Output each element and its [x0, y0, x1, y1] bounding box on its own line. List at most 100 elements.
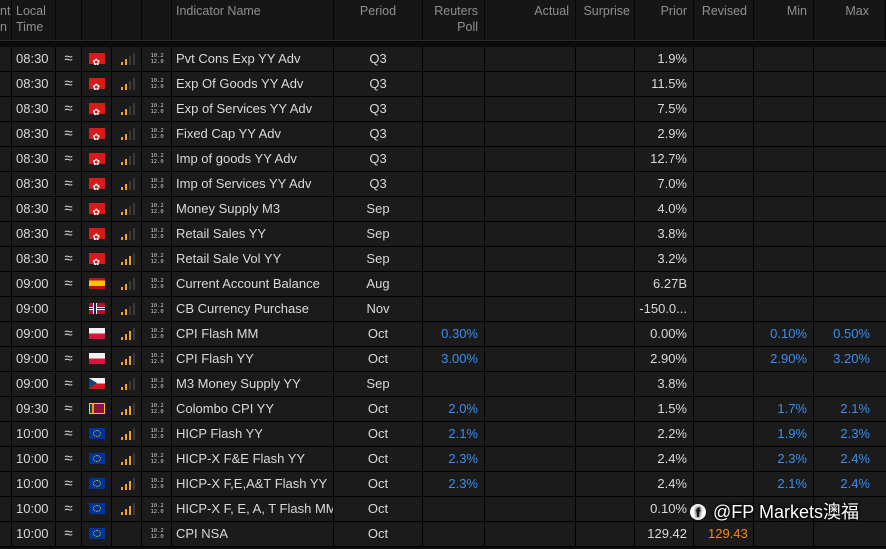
history-cell[interactable]: 10.2 12.0 — [142, 297, 172, 321]
table-row[interactable]: 09:00 ≈10.2 12.0 CPI Flash MM Oct 0.30% 0.00% 0… — [0, 322, 886, 347]
history-cell[interactable]: 10.2 12.0 — [142, 397, 172, 421]
alert-wave-icon[interactable]: ≈ — [56, 247, 82, 271]
history-chart-icon[interactable]: 10.2 12.0 — [150, 302, 164, 315]
column-header-max[interactable]: Max — [814, 0, 886, 40]
alert-wave-icon[interactable]: ≈ — [56, 397, 82, 421]
indicator-name[interactable]: Pvt Cons Exp YY Adv — [172, 47, 334, 71]
alert-wave-icon[interactable]: ≈ — [56, 172, 82, 196]
history-chart-icon[interactable]: 10.2 12.0 — [150, 177, 164, 190]
table-row[interactable]: 09:00 ≈10.2 12.0 M3 Money Supply YY Sep 3.8% — [0, 372, 886, 397]
history-chart-icon[interactable]: 10.2 12.0 — [150, 77, 164, 90]
indicator-name[interactable]: Fixed Cap YY Adv — [172, 122, 334, 146]
indicator-name[interactable]: Retail Sale Vol YY — [172, 247, 334, 271]
alert-wave-icon[interactable]: ≈ — [56, 222, 82, 246]
history-chart-icon[interactable]: 10.2 12.0 — [150, 227, 164, 240]
column-header-period[interactable]: Period — [334, 0, 423, 40]
history-chart-icon[interactable]: 10.2 12.0 — [150, 52, 164, 65]
history-chart-icon[interactable]: 10.2 12.0 — [150, 277, 164, 290]
alert-wave-icon[interactable]: ≈ — [56, 522, 82, 546]
history-chart-icon[interactable]: 10.2 12.0 — [150, 527, 164, 540]
table-row[interactable]: 09:00 ≈10.2 12.0 CPI Flash YY Oct 3.00% 2.90% 2… — [0, 347, 886, 372]
column-header-min[interactable]: Min — [754, 0, 814, 40]
alert-wave-icon[interactable]: ≈ — [56, 147, 82, 171]
column-header-blank-2[interactable] — [82, 0, 112, 40]
alert-wave-icon[interactable]: ≈ — [56, 372, 82, 396]
alert-wave-icon[interactable]: ≈ — [56, 72, 82, 96]
history-chart-icon[interactable]: 10.2 12.0 — [150, 102, 164, 115]
history-chart-icon[interactable]: 10.2 12.0 — [150, 327, 164, 340]
history-cell[interactable]: 10.2 12.0 — [142, 472, 172, 496]
column-header-surprise[interactable]: Surprise — [576, 0, 635, 40]
column-header-indicator-name[interactable]: Indicator Name — [172, 0, 334, 40]
history-cell[interactable]: 10.2 12.0 — [142, 422, 172, 446]
table-row[interactable]: 10:00 ≈10.2 12.0 HICP Flash YY Oct 2.1% 2.2% 1.… — [0, 422, 886, 447]
history-cell[interactable]: 10.2 12.0 — [142, 372, 172, 396]
table-row[interactable]: 09:00 10.2 12.0 CB Currency Purchase Nov -150… — [0, 297, 886, 322]
table-row[interactable]: 10:00 ≈10.2 12.0 HICP-X F&E Flash YY Oct 2.3%… — [0, 447, 886, 472]
indicator-name[interactable]: HICP-X F&E Flash YY — [172, 447, 334, 471]
table-row[interactable]: 10:00 ≈10.2 12.0 CPI NSA Oct 129.42 129.43 — [0, 522, 886, 547]
alert-wave-icon[interactable]: ≈ — [56, 347, 82, 371]
column-header-partial[interactable]: nt n — [0, 0, 12, 40]
history-cell[interactable]: 10.2 12.0 — [142, 122, 172, 146]
column-header-prior[interactable]: Prior — [635, 0, 694, 40]
history-chart-icon[interactable]: 10.2 12.0 — [150, 152, 164, 165]
table-row[interactable]: 09:00 ≈10.2 12.0 Current Account Balance Aug… — [0, 272, 886, 297]
history-chart-icon[interactable]: 10.2 12.0 — [150, 202, 164, 215]
history-cell[interactable]: 10.2 12.0 — [142, 222, 172, 246]
history-chart-icon[interactable]: 10.2 12.0 — [150, 427, 164, 440]
alert-wave-icon[interactable]: ≈ — [56, 322, 82, 346]
alert-wave-icon[interactable]: ≈ — [56, 472, 82, 496]
column-header-actual[interactable]: Actual — [485, 0, 576, 40]
history-chart-icon[interactable]: 10.2 12.0 — [150, 352, 164, 365]
history-chart-icon[interactable]: 10.2 12.0 — [150, 127, 164, 140]
indicator-name[interactable]: Colombo CPI YY — [172, 397, 334, 421]
history-cell[interactable]: 10.2 12.0 — [142, 172, 172, 196]
table-row[interactable]: 10:00 ≈10.2 12.0 HICP-X F, E, A, T Flash MM… — [0, 497, 886, 522]
history-cell[interactable]: 10.2 12.0 — [142, 247, 172, 271]
alert-cell-empty[interactable] — [56, 297, 82, 321]
indicator-name[interactable]: Money Supply M3 — [172, 197, 334, 221]
history-cell[interactable]: 10.2 12.0 — [142, 97, 172, 121]
column-header-reuters-poll[interactable]: Reuters Poll — [423, 0, 485, 40]
history-chart-icon[interactable]: 10.2 12.0 — [150, 402, 164, 415]
table-row[interactable]: 10:00 ≈10.2 12.0 HICP-X F,E,A&T Flash YY Oct… — [0, 472, 886, 497]
alert-wave-icon[interactable]: ≈ — [56, 497, 82, 521]
history-cell[interactable]: 10.2 12.0 — [142, 497, 172, 521]
alert-wave-icon[interactable]: ≈ — [56, 422, 82, 446]
alert-wave-icon[interactable]: ≈ — [56, 272, 82, 296]
indicator-name[interactable]: Exp of Services YY Adv — [172, 97, 334, 121]
indicator-name[interactable]: Imp of Services YY Adv — [172, 172, 334, 196]
history-cell[interactable]: 10.2 12.0 — [142, 322, 172, 346]
indicator-name[interactable]: Retail Sales YY — [172, 222, 334, 246]
indicator-name[interactable]: HICP-X F, E, A, T Flash MM — [172, 497, 334, 521]
indicator-name[interactable]: Current Account Balance — [172, 272, 334, 296]
history-chart-icon[interactable]: 10.2 12.0 — [150, 377, 164, 390]
indicator-name[interactable]: HICP-X F,E,A&T Flash YY — [172, 472, 334, 496]
column-header-blank-4[interactable] — [142, 0, 172, 40]
column-header-local-time[interactable]: Local Time — [12, 0, 56, 40]
indicator-name[interactable]: Imp of goods YY Adv — [172, 147, 334, 171]
history-cell[interactable]: 10.2 12.0 — [142, 72, 172, 96]
indicator-name[interactable]: HICP Flash YY — [172, 422, 334, 446]
alert-wave-icon[interactable]: ≈ — [56, 447, 82, 471]
column-header-blank-3[interactable] — [112, 0, 142, 40]
history-chart-icon[interactable]: 10.2 12.0 — [150, 477, 164, 490]
column-header-revised[interactable]: Revised — [694, 0, 754, 40]
history-chart-icon[interactable]: 10.2 12.0 — [150, 452, 164, 465]
column-header-blank-1[interactable] — [56, 0, 82, 40]
alert-wave-icon[interactable]: ≈ — [56, 47, 82, 71]
indicator-name[interactable]: M3 Money Supply YY — [172, 372, 334, 396]
history-cell[interactable]: 10.2 12.0 — [142, 47, 172, 71]
indicator-name[interactable]: CPI Flash YY — [172, 347, 334, 371]
history-chart-icon[interactable]: 10.2 12.0 — [150, 252, 164, 265]
table-row[interactable]: 09:30 ≈10.2 12.0 Colombo CPI YY Oct 2.0% 1.5% 1… — [0, 397, 886, 422]
indicator-name[interactable]: Exp Of Goods YY Adv — [172, 72, 334, 96]
indicator-name[interactable]: CPI NSA — [172, 522, 334, 546]
